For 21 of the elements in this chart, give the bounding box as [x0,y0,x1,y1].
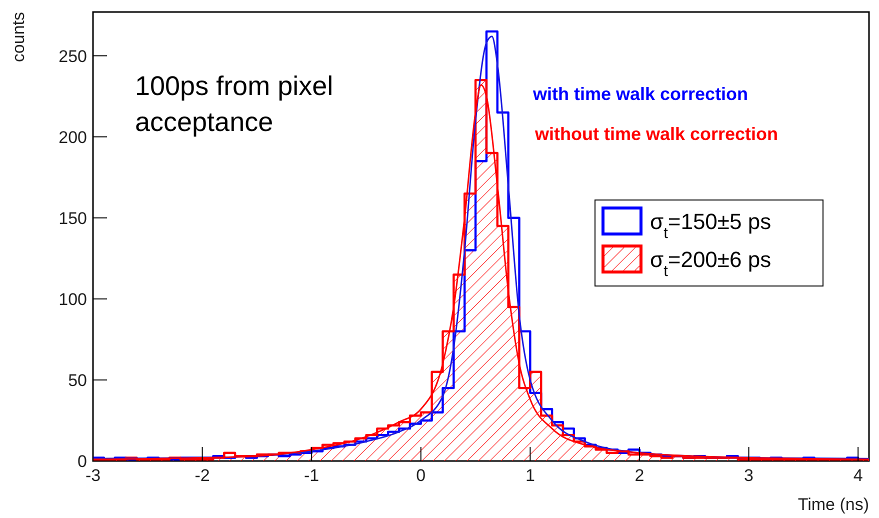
x-tick-label: 2 [634,466,644,485]
x-axis-title: Time (ns) [798,495,869,514]
x-tick-label: -1 [304,466,320,485]
y-tick-label: 250 [58,46,87,66]
x-tick-label: 4 [853,466,863,485]
x-tick-label: 1 [525,466,535,485]
legend-label: σ$_{t}$=200±6 ps [650,247,772,280]
x-tick-label: 3 [744,466,754,485]
y-tick-label: 200 [58,128,87,147]
y-axis-title: counts [9,12,28,62]
annotation: without time walk correction [534,124,778,144]
x-tick-label: 0 [416,466,426,485]
y-tick-label: 100 [58,290,87,309]
x-tick-label: -3 [85,466,101,485]
y-tick-label: 50 [68,370,87,390]
annotation: with time walk correction [532,84,748,104]
y-tick-label: 150 [58,208,87,228]
annotation: 100ps from pixel acceptance [135,71,334,137]
legend-label: σ$_{t}$=150±5 ps [650,209,772,242]
x-tick-label: -2 [194,466,210,485]
y-tick-label: 0 [78,452,87,471]
